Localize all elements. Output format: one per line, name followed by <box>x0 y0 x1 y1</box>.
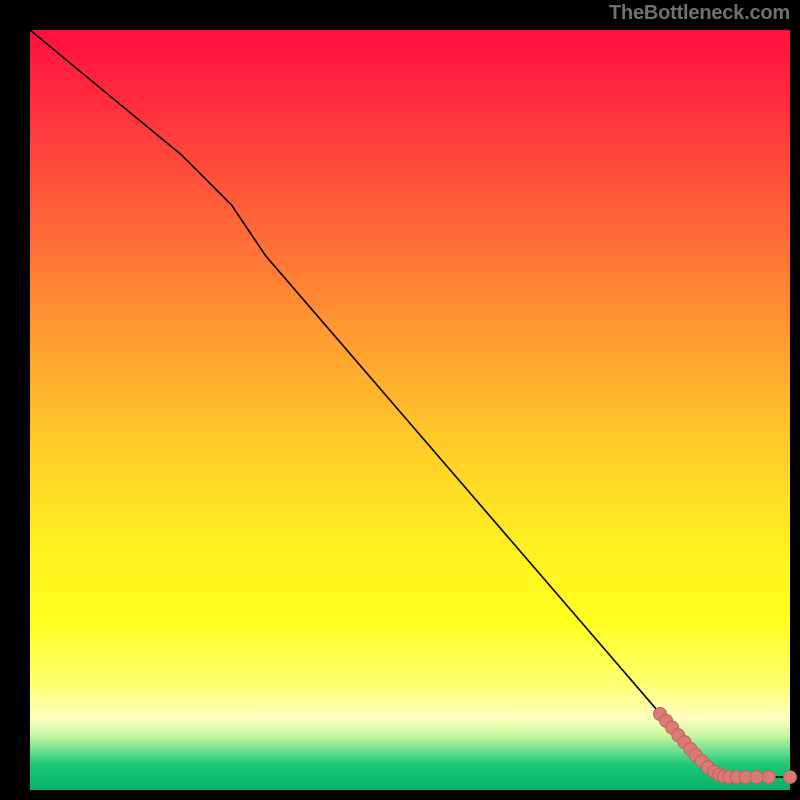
attribution-text: TheBottleneck.com <box>609 2 790 25</box>
chart-svg <box>0 0 800 800</box>
data-marker <box>784 771 797 784</box>
data-marker <box>750 771 763 784</box>
plot-background <box>30 30 790 790</box>
data-marker <box>762 771 775 784</box>
stage: TheBottleneck.com <box>0 0 800 800</box>
